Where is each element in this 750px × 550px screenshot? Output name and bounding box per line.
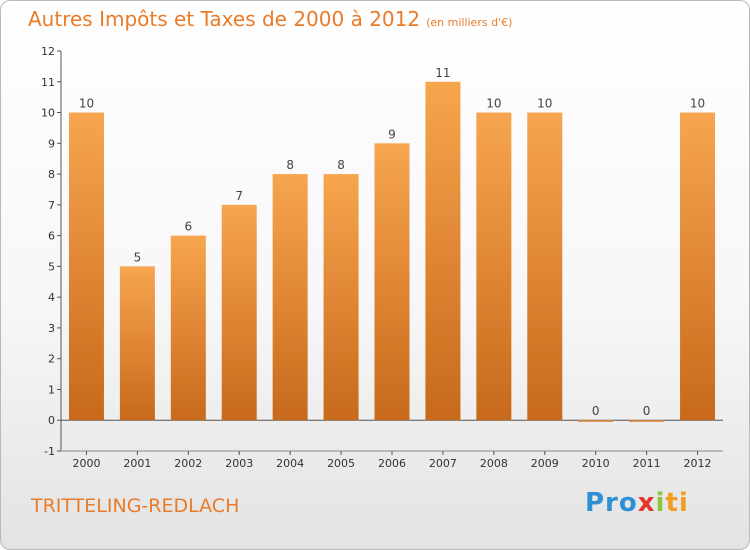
data-label: 8 <box>286 158 294 172</box>
data-label: 9 <box>388 127 396 141</box>
chart-data-labels: 10 5 6 7 8 8 9 11 10 10 0 0 10 <box>79 66 705 418</box>
data-label: 10 <box>486 97 501 111</box>
chart-title: Autres Impôts et Taxes de 2000 à 2012 (en… <box>28 7 512 31</box>
data-label: 10 <box>537 97 552 111</box>
bar-2011 <box>629 420 665 422</box>
x-tick-label: 2012 <box>684 457 712 470</box>
x-tick-label: 2009 <box>531 457 559 470</box>
y-tick-label: 9 <box>48 137 55 150</box>
title-text: Autres Impôts et Taxes de 2000 à 2012 <box>28 7 421 31</box>
bar-2007 <box>425 81 461 421</box>
y-tick-label: 5 <box>48 260 55 273</box>
data-label: 0 <box>592 404 600 418</box>
y-tick-label: 8 <box>48 168 55 181</box>
logo-part-1: Pro <box>585 488 638 518</box>
logo-part-4: ti <box>665 488 689 518</box>
bar-2012 <box>680 112 716 421</box>
data-label: 11 <box>435 66 450 80</box>
x-tick-label: 2003 <box>225 457 253 470</box>
x-tick-label: 2007 <box>429 457 457 470</box>
data-label: 5 <box>134 250 142 264</box>
y-tick-label: 12 <box>41 45 55 58</box>
proxiti-logo: Proxiti <box>585 488 689 518</box>
x-tick-label: 2011 <box>633 457 661 470</box>
logo-part-3: i <box>655 488 666 518</box>
y-tick-label: 2 <box>48 353 55 366</box>
bar-2009 <box>527 112 563 421</box>
data-label: 6 <box>184 220 192 234</box>
bar-2008 <box>476 112 512 421</box>
logo-part-2: x <box>637 488 656 518</box>
y-tick-label: 3 <box>48 322 55 335</box>
x-tick-label: 2004 <box>276 457 304 470</box>
title-unit: (en milliers d'€) <box>426 16 513 29</box>
y-tick-label: -1 <box>44 445 55 458</box>
x-tick-label: 2006 <box>378 457 406 470</box>
bar-2002 <box>170 235 206 421</box>
y-tick-label: 11 <box>41 76 55 89</box>
x-tick-label: 2002 <box>174 457 202 470</box>
y-tick-label: 7 <box>48 199 55 212</box>
bar-2001 <box>119 266 155 421</box>
bar-2010 <box>578 420 614 422</box>
y-tick-label: 10 <box>41 107 55 120</box>
y-tick-label: 4 <box>48 291 55 304</box>
y-tick-label: 6 <box>48 230 55 243</box>
x-tick-label: 2001 <box>123 457 151 470</box>
bar-2006 <box>374 143 410 421</box>
data-label: 10 <box>690 97 705 111</box>
bar-2003 <box>221 204 257 421</box>
bar-2005 <box>323 174 359 421</box>
bar-2000 <box>68 112 104 421</box>
y-tick-label: 1 <box>48 383 55 396</box>
chart-bars <box>68 81 716 422</box>
bar-2004 <box>272 174 308 421</box>
data-label: 8 <box>337 158 345 172</box>
data-label: 0 <box>643 404 651 418</box>
x-tick-label: 2000 <box>72 457 100 470</box>
x-tick-label: 2008 <box>480 457 508 470</box>
x-tick-label: 2010 <box>582 457 610 470</box>
data-label: 10 <box>79 97 94 111</box>
x-tick-label: 2005 <box>327 457 355 470</box>
y-tick-label: 0 <box>48 414 55 427</box>
city-name: TRITTELING-REDLACH <box>31 495 240 517</box>
data-label: 7 <box>235 189 243 203</box>
